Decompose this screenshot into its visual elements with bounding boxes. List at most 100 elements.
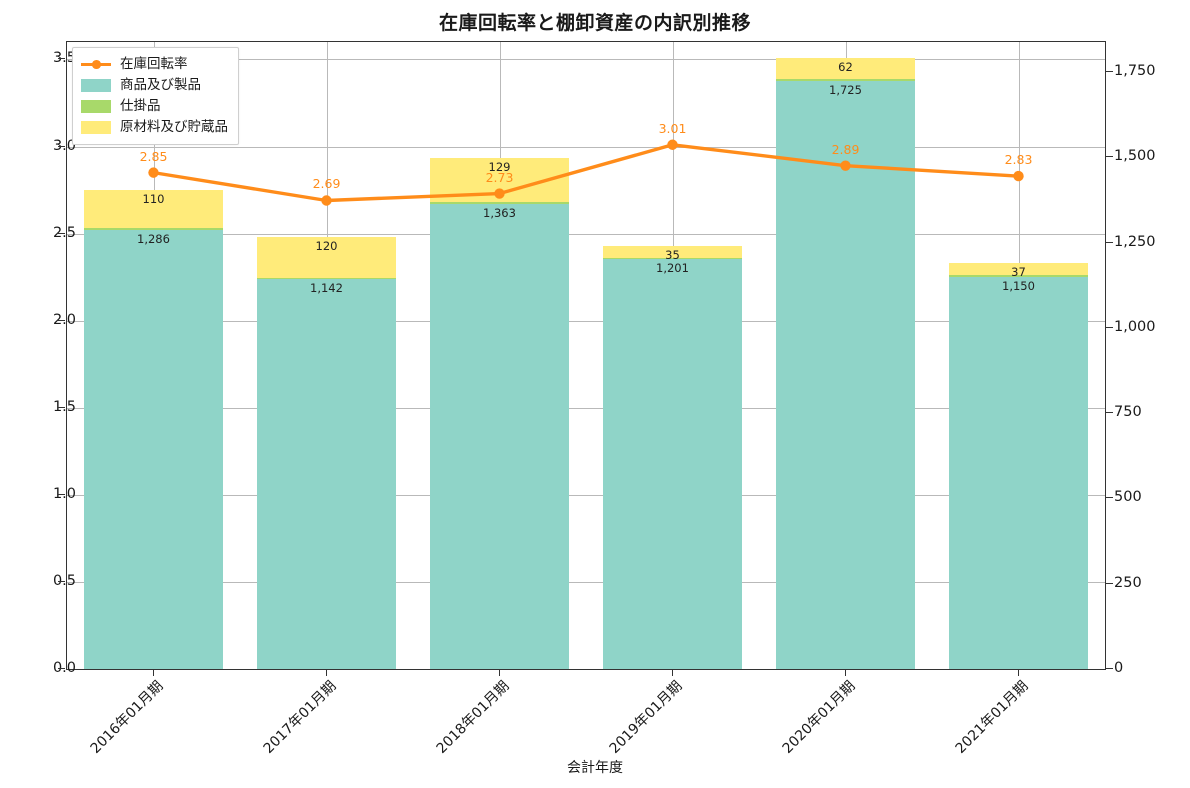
gridline [67, 494, 1105, 496]
gridline [67, 59, 1105, 61]
y-axis-left-tick [58, 406, 65, 408]
y-axis-left-tick-label: 1.0 [52, 485, 76, 502]
y-axis-left-tick-label: 3.5 [52, 50, 76, 67]
bar-segment[interactable] [603, 259, 742, 669]
color-swatch-icon [81, 79, 111, 92]
y-axis-right-tick [1106, 412, 1113, 414]
bar-value-label: 129 [488, 159, 511, 174]
bar-value-label: 1,150 [1002, 278, 1035, 293]
y-axis-right-tick [1106, 497, 1113, 499]
y-axis-left-tick [58, 232, 65, 234]
y-axis-right-tick-label: 500 [1114, 489, 1142, 506]
legend-label: 在庫回転率 [120, 55, 188, 72]
legend-item-line: 在庫回転率 [81, 54, 228, 75]
line-value-label: 2.83 [1004, 152, 1033, 168]
y-axis-right-tick-label: 250 [1114, 574, 1142, 591]
y-axis-right-tick [1106, 156, 1113, 158]
line-marker[interactable] [321, 195, 332, 206]
bar-segment[interactable] [949, 262, 1088, 276]
bar-segment[interactable] [949, 276, 1088, 669]
bar-value-label: 62 [838, 59, 853, 74]
x-axis-tick [1017, 670, 1019, 676]
y-axis-right-tick [1106, 241, 1113, 243]
bar-segment[interactable] [776, 78, 915, 81]
legend-label: 仕掛品 [120, 97, 161, 114]
gridline [67, 320, 1105, 322]
y-axis-left-tick [58, 58, 65, 60]
y-axis-left-tick-label: 1.5 [52, 398, 76, 415]
bar-value-label: 37 [1011, 264, 1026, 279]
y-axis-left-tick-label: 2.5 [52, 224, 76, 241]
gridline [67, 407, 1105, 409]
bar-segment[interactable] [430, 204, 569, 669]
line-marker[interactable] [840, 160, 851, 171]
line-value-label: 2.73 [485, 169, 514, 185]
legend-label: 商品及び製品 [120, 76, 201, 93]
line-marker[interactable] [1013, 170, 1024, 182]
bar-value-label: 1,286 [137, 232, 170, 247]
y-axis-left-tick [58, 668, 65, 669]
x-axis-tick [498, 670, 500, 676]
y-axis-right-tick-label: 0 [1114, 660, 1124, 676]
bar-value-label: 1,725 [829, 82, 862, 97]
legend-label: 原材料及び貯蔵品 [120, 118, 228, 135]
line-marker[interactable] [494, 188, 505, 199]
bar-value-label: 1,142 [310, 281, 343, 296]
legend-item-wip: 仕掛品 [81, 96, 228, 117]
gridline [67, 146, 1105, 148]
line-path [151, 143, 1021, 203]
line-marker-icon [81, 58, 111, 71]
y-axis-right-tick-label: 1,000 [1114, 318, 1156, 335]
bar-segment[interactable] [776, 57, 915, 79]
line-marker[interactable] [148, 167, 159, 178]
y-axis-left-tick-label: 2.0 [52, 311, 76, 328]
y-axis-right-tick-label: 1,750 [1114, 63, 1156, 80]
x-axis-tick [325, 670, 327, 676]
bar-value-label: 110 [142, 192, 165, 207]
bar-value-label: 120 [315, 238, 338, 253]
color-swatch-icon [81, 121, 111, 134]
x-axis-tick [152, 670, 154, 676]
color-swatch-icon [81, 100, 111, 113]
chart-legend: 在庫回転率 商品及び製品 仕掛品 原材料及び貯蔵品 [72, 47, 239, 145]
y-axis-right-tick [1106, 326, 1113, 328]
y-axis-left-tick-label: 0.5 [52, 572, 76, 589]
bar-segment[interactable] [603, 257, 742, 260]
y-axis-right-tick [1106, 582, 1113, 584]
line-value-label: 2.69 [312, 176, 341, 192]
y-axis-left-tick [58, 145, 65, 147]
y-axis-right-tick-label: 1,500 [1114, 148, 1156, 165]
bar-segment[interactable] [84, 230, 223, 669]
y-axis-right-tick-label: 1,250 [1114, 233, 1156, 250]
y-axis-left-tick-label: 0.0 [52, 660, 76, 676]
line-marker[interactable] [667, 139, 678, 150]
chart-title: 在庫回転率と棚卸資産の内訳別推移 [438, 12, 751, 34]
bar-segment[interactable] [84, 227, 223, 231]
legend-item-materials: 原材料及び貯蔵品 [81, 117, 228, 138]
y-axis-right-tick [1106, 71, 1113, 73]
y-axis-right-tick [1106, 668, 1113, 669]
bar-segment[interactable] [257, 277, 396, 280]
bar-segment[interactable] [430, 201, 569, 205]
bar-segment[interactable] [949, 275, 1088, 277]
line-value-label: 3.01 [658, 120, 687, 136]
bar-segment[interactable] [84, 190, 223, 228]
bar-segment[interactable] [776, 80, 915, 669]
gridline [67, 233, 1105, 235]
y-axis-right-tick-label: 750 [1114, 404, 1142, 421]
plot-area: 在庫回転率 棚卸資産（百万円） 1,2861101,1421201,363129… [66, 41, 1106, 670]
y-axis-left-tick [58, 319, 65, 321]
x-axis-tick [844, 670, 846, 676]
bar-value-label: 35 [665, 247, 680, 262]
gridline [67, 581, 1105, 583]
bar-segment[interactable] [257, 236, 396, 278]
bar-segment[interactable] [257, 279, 396, 669]
line-series-layer [148, 139, 1024, 206]
line-value-label: 2.89 [831, 141, 860, 157]
line-value-label: 2.85 [139, 148, 168, 164]
legend-item-goods: 商品及び製品 [81, 75, 228, 96]
bar-value-label: 1,363 [483, 206, 516, 221]
x-axis-title: 会計年度 [567, 760, 623, 776]
bar-segment[interactable] [603, 245, 742, 258]
